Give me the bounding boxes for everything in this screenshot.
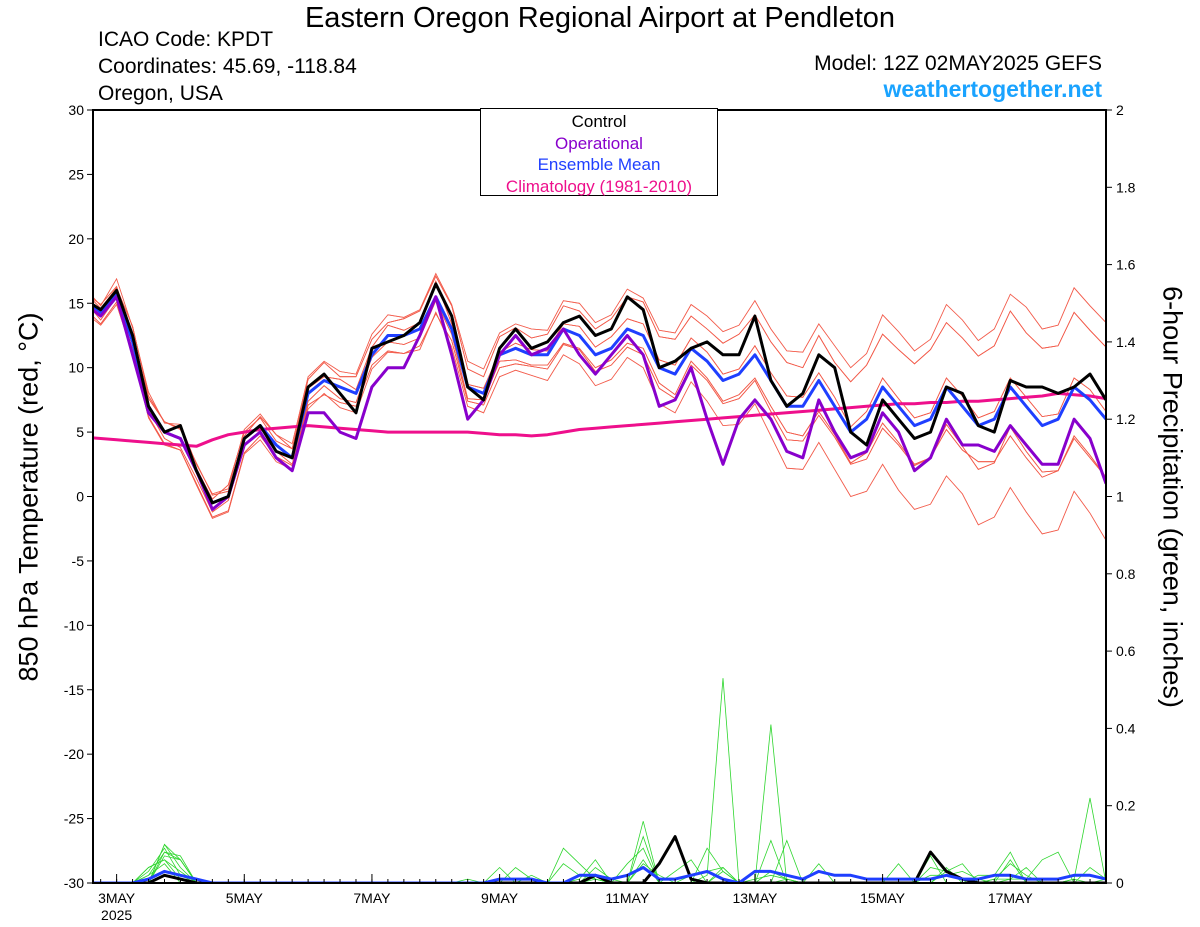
ensemble-temp-member-12 <box>93 303 1106 541</box>
y2-tick-label: 1.8 <box>1116 179 1136 195</box>
y-tick-label: 5 <box>76 424 84 440</box>
y-tick-label: 30 <box>68 102 84 118</box>
y-tick-label: -20 <box>64 746 84 762</box>
ensemble-temp-member-6 <box>93 303 1106 541</box>
y2-tick-label: 1.6 <box>1116 257 1136 273</box>
y2-tick-label: 0 <box>1116 875 1124 891</box>
y2-tick-label: 1.2 <box>1116 411 1136 427</box>
y-tick-label: 20 <box>68 231 84 247</box>
y-tick-label: -30 <box>64 875 84 891</box>
y2-tick-label: 1.4 <box>1116 334 1136 350</box>
x-tick-label: 5MAY <box>226 890 264 906</box>
legend-ensemble-mean: Ensemble Mean <box>537 155 661 174</box>
x-tick-label: 9MAY <box>481 890 519 906</box>
y2-tick-label: 0.6 <box>1116 643 1136 659</box>
coordinates: Coordinates: 45.69, -118.84 <box>98 55 357 78</box>
y-tick-label: -5 <box>72 553 85 569</box>
chart-title: Eastern Oregon Regional Airport at Pendl… <box>304 2 896 34</box>
ensemble-temp-member-15 <box>93 275 1106 496</box>
legend: Control Operational Ensemble Mean Climat… <box>480 108 718 196</box>
y-axis-ticks: 30 25 20 15 10 5 0 -5 -10 -15 -20 -25 -30 <box>64 102 93 891</box>
ensemble-precip-member-1 <box>93 678 1106 883</box>
y-tick-label: 0 <box>76 489 84 505</box>
series-operational <box>93 295 1106 511</box>
y-tick-label: 10 <box>68 360 84 376</box>
y2-tick-label: 1 <box>1116 489 1124 505</box>
y-axis-label: 850 hPa Temperature (red, °C) <box>13 312 44 682</box>
x-tick-label: 7MAY <box>353 890 391 906</box>
ensemble-temperature-members <box>93 272 1106 541</box>
y-tick-label: -15 <box>64 682 84 698</box>
legend-operational: Operational <box>555 133 643 153</box>
x-tick-label: 17MAY <box>988 890 1034 906</box>
y-tick-label: -10 <box>64 617 84 633</box>
region: Oregon, USA <box>98 82 223 105</box>
y2-axis-ticks: 2 1.8 1.6 1.4 1.2 1 0.8 0.6 0.4 0.2 0 <box>1106 102 1136 891</box>
ensemble-temp-member-11 <box>93 272 1106 495</box>
y2-tick-label: 0.8 <box>1116 566 1136 582</box>
x-tick-year: 2025 <box>101 907 132 923</box>
series-lines <box>93 282 1106 883</box>
ensemble-precip-members <box>93 678 1106 883</box>
plot-frame <box>92 109 1107 884</box>
ensemble-precip-member-7 <box>93 724 1106 883</box>
x-tick-label: 3MAY <box>98 890 136 906</box>
y-tick-label: -25 <box>64 811 84 827</box>
site-link[interactable]: weathertogether.net <box>883 76 1102 102</box>
legend-climatology: Climatology (1981-2010) <box>505 176 693 196</box>
y2-tick-label: 0.2 <box>1116 798 1136 814</box>
series-ensemble-mean-precipitation <box>93 866 1106 883</box>
model-run: Model: 12Z 02MAY2025 GEFS <box>814 52 1102 75</box>
legend-control: Control <box>571 112 627 131</box>
x-tick-label: 15MAY <box>860 890 906 906</box>
x-tick-label: 11MAY <box>605 890 649 906</box>
icao-code: ICAO Code: KPDT <box>98 28 274 51</box>
ensemble-precip-member-3 <box>93 839 1106 883</box>
y2-tick-label: 0.4 <box>1116 720 1136 736</box>
series-control <box>93 282 1106 505</box>
y-tick-label: 15 <box>68 295 84 311</box>
x-tick-label: 13MAY <box>732 890 778 906</box>
y2-tick-label: 2 <box>1116 102 1124 118</box>
ensemble-precip-member-2 <box>93 797 1106 883</box>
y2-axis-label: 6-hour Precipitation (green, inches) <box>1157 286 1188 708</box>
series-ensemble-mean <box>93 291 1106 505</box>
y-tick-label: 25 <box>68 166 84 182</box>
